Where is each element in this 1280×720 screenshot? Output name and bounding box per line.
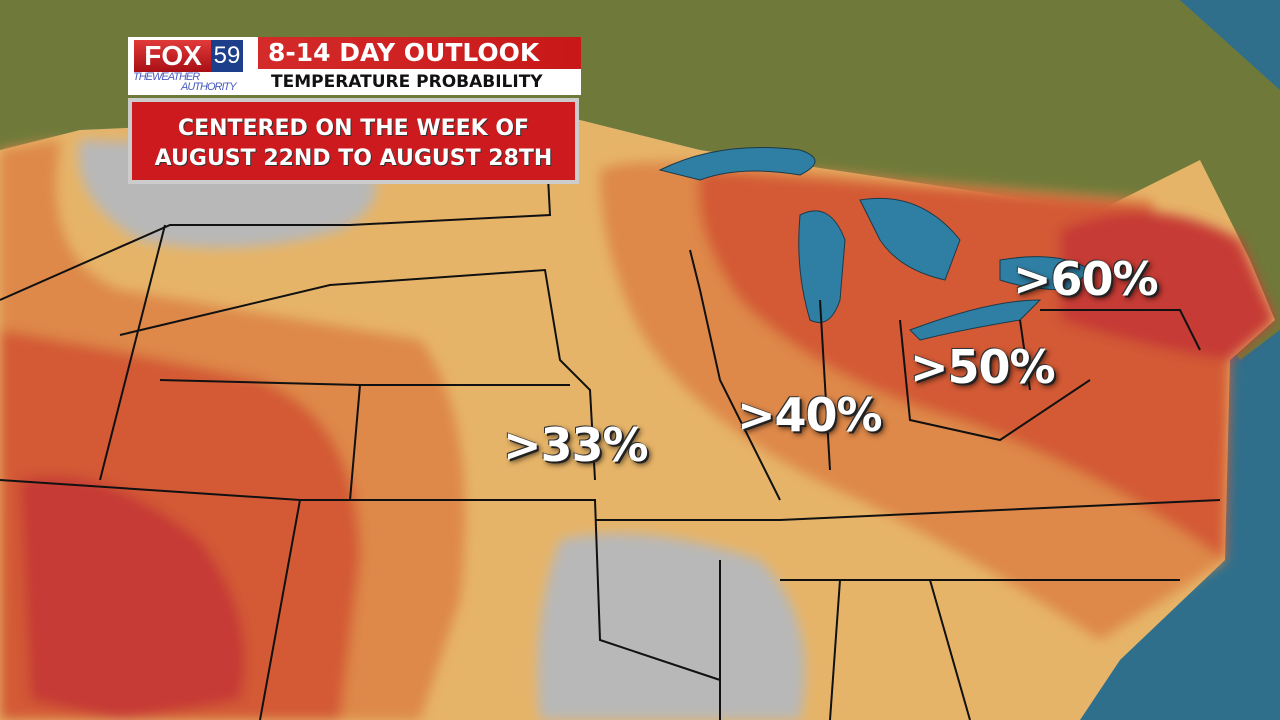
- tagline-line1: THEWEATHER: [133, 71, 200, 83]
- date-range-banner: CENTERED ON THE WEEK OF AUGUST 22ND TO A…: [128, 98, 579, 184]
- atlantic: [1180, 0, 1280, 90]
- state-borders: [0, 119, 1221, 720]
- great-lakes: [658, 147, 1091, 341]
- label-above-50: >50%: [910, 340, 1056, 394]
- fox-logo: FOX: [134, 40, 212, 72]
- banner-line1: CENTERED ON THE WEEK OF: [177, 116, 530, 141]
- station-logo: FOX 59 THEWEATHER AUTHORITY: [128, 37, 258, 95]
- region-above-60-east: [1060, 212, 1275, 360]
- region-above-60-west: [20, 476, 245, 720]
- header-bar: FOX 59 THEWEATHER AUTHORITY 8-14 DAY OUT…: [128, 37, 581, 95]
- region-near-normal-south: [537, 533, 805, 720]
- tagline-line2: AUTHORITY: [181, 81, 237, 93]
- outlook-title: 8-14 DAY OUTLOOK: [258, 37, 581, 69]
- banner-line2: AUGUST 22ND TO AUGUST 28TH: [154, 146, 553, 171]
- label-above-60: >60%: [1013, 252, 1159, 306]
- weather-authority-tagline: THEWEATHER AUTHORITY: [133, 71, 253, 93]
- channel-number: 59: [211, 40, 243, 72]
- label-above-40: >40%: [737, 388, 883, 442]
- label-above-33: >33%: [503, 418, 649, 472]
- outlook-subtitle: TEMPERATURE PROBABILITY: [258, 69, 581, 95]
